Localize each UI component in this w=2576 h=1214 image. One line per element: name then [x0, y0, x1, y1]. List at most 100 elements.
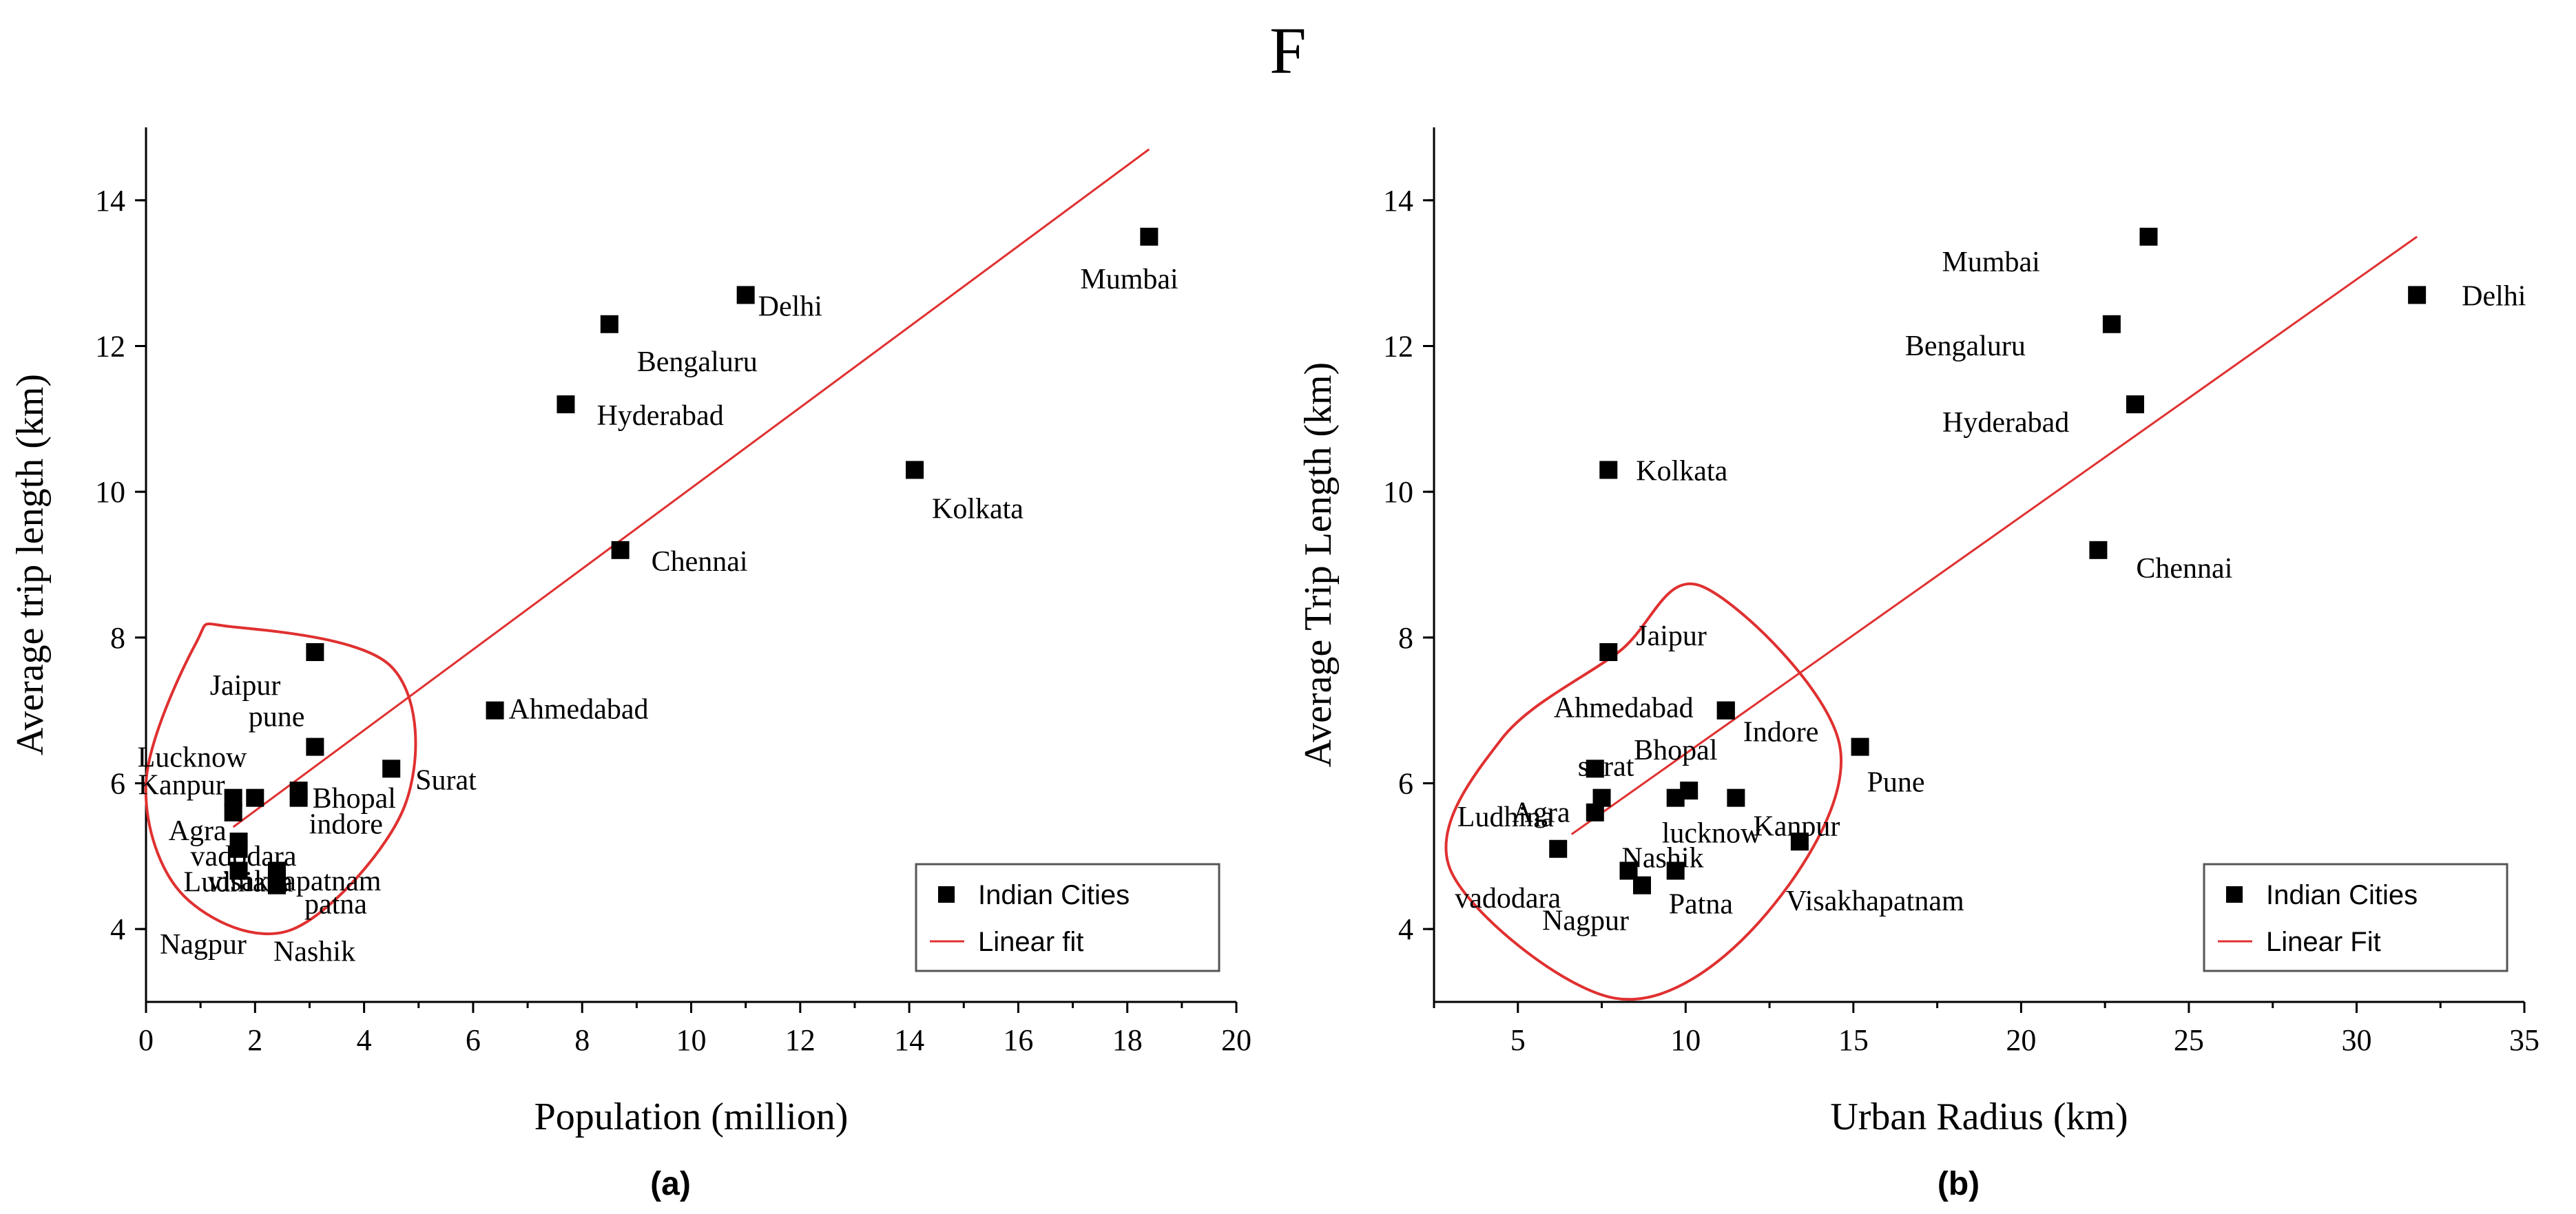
- x-tick-label: 10: [676, 1023, 707, 1057]
- data-point-hyderabad: [557, 395, 575, 414]
- data-point-surat: [1586, 760, 1604, 778]
- data-point-jaipur: [306, 643, 324, 661]
- data-point-agra: [224, 803, 242, 821]
- data-point-ludhiana: [229, 861, 248, 880]
- y-tick-label: 8: [1398, 621, 1413, 655]
- point-label-surat: Surat: [415, 764, 477, 796]
- point-label-mumbai: Mumbai: [1942, 247, 2039, 278]
- point-label-jaipur: Jaipur: [210, 670, 281, 702]
- data-point-bengaluru: [2102, 315, 2121, 333]
- legend-label-points: Indian Cities: [978, 880, 1130, 910]
- point-label-visakhapatnam: Visakhapatnam: [1786, 886, 1964, 917]
- y-tick-label: 14: [95, 184, 125, 218]
- point-label-pune: Pune: [1867, 767, 1925, 799]
- data-point-surat: [382, 760, 401, 778]
- linear-fit-line: [1570, 236, 2418, 835]
- data-point-vadodara: [1549, 839, 1568, 858]
- data-point-ludhina: [1586, 803, 1604, 821]
- x-tick-label: 2: [247, 1023, 262, 1057]
- y-tick-label: 10: [95, 475, 125, 509]
- point-label-bengaluru: Bengaluru: [637, 346, 758, 378]
- point-label-delhi: Delhi: [758, 291, 822, 322]
- legend-label-fit: Linear fit: [978, 927, 1083, 957]
- point-label-ahmedabad: Ahmedabad: [509, 694, 649, 726]
- data-point-chennai: [611, 541, 630, 559]
- point-label-bhopal: Bhopal: [313, 783, 396, 815]
- point-label-patna: patna: [304, 889, 367, 921]
- data-point-kolkata: [906, 461, 924, 479]
- x-tick-label: 20: [2006, 1023, 2036, 1057]
- data-point-kolkata: [1599, 461, 1618, 479]
- scatter-chart-urban-radius: 5 10 15 20 25 30 35 4 6 8 10 12 14 Urban Radius (km) A…: [1297, 127, 2539, 1202]
- legend-marker-square: [2226, 886, 2243, 903]
- legend-box: [2203, 863, 2509, 972]
- legend-marker-square: [938, 886, 955, 903]
- y-tick-label: 12: [95, 330, 125, 364]
- point-label-jaipur: Jaipur: [1636, 620, 1707, 652]
- data-point-jaipur: [1599, 643, 1618, 661]
- point-label-nashik: Nashik: [273, 936, 355, 968]
- point-label-bengaluru: Bengaluru: [1905, 331, 2026, 362]
- point-label-lucknow: Lucknow: [138, 742, 247, 774]
- point-label-pune: pune: [249, 702, 305, 733]
- data-point-nagpur: [267, 869, 286, 888]
- y-tick-label: 4: [1398, 912, 1413, 946]
- x-tick-label: 5: [1510, 1023, 1526, 1057]
- x-tick-label: 14: [894, 1023, 924, 1057]
- data-point-indore: [289, 788, 308, 807]
- data-point-delhi: [736, 286, 755, 304]
- y-tick-label: 8: [110, 621, 125, 655]
- point-label-hyderabad: Hyderabad: [596, 400, 723, 432]
- y-tick-label: 6: [110, 767, 125, 801]
- point-label-patna: Patna: [1669, 889, 1734, 921]
- subfigure-caption: (a): [650, 1166, 691, 1202]
- point-label-agra: Agra: [1513, 797, 1570, 829]
- legend: Indian Cities Linear Fit: [2203, 863, 2509, 972]
- data-point-hyderabad: [2126, 395, 2144, 414]
- cluster-highlight-ring: [1444, 582, 1842, 1001]
- data-point-lucknow: [1666, 788, 1685, 807]
- linear-fit-line: [232, 148, 1150, 828]
- point-label-kanpur: Kanpur: [138, 770, 225, 802]
- x-tick-label: 4: [357, 1023, 372, 1057]
- point-label-hyderabad: Hyderabad: [1942, 407, 2069, 439]
- x-tick-label: 6: [466, 1023, 481, 1057]
- data-point-mumbai: [2139, 227, 2158, 246]
- point-label-surat: surat: [1578, 751, 1634, 782]
- x-tick-label: 35: [2509, 1023, 2539, 1057]
- point-label-kolkata: Kolkata: [1636, 455, 1727, 487]
- data-point-visakhapatnam: [229, 839, 248, 858]
- data-point-delhi: [2408, 286, 2427, 304]
- point-label-nagpur: Nagpur: [1542, 906, 1629, 937]
- point-label-agra: Agra: [169, 815, 227, 847]
- y-tick-label: 14: [1383, 184, 1413, 218]
- point-label-bhopal: Bhopal: [1634, 735, 1717, 766]
- point-label-kolkata: Kolkata: [932, 493, 1024, 525]
- y-tick-label: 4: [110, 912, 125, 946]
- y-tick-label: 6: [1398, 767, 1413, 801]
- x-tick-label: 30: [2341, 1023, 2371, 1057]
- data-point-patna: [1666, 861, 1685, 880]
- x-tick-label: 16: [1003, 1023, 1033, 1057]
- data-point-mumbai: [1140, 227, 1159, 246]
- x-tick-label: 25: [2174, 1023, 2204, 1057]
- figure-letter: F: [1269, 14, 1307, 87]
- x-tick-label: 0: [138, 1023, 154, 1057]
- point-label-indore: Indore: [1743, 717, 1819, 749]
- subfigure-caption: (b): [1938, 1166, 1980, 1202]
- x-tick-label: 18: [1112, 1023, 1143, 1057]
- point-label-mumbai: Mumbai: [1080, 264, 1178, 295]
- point-label-chennai: Chennai: [652, 546, 748, 578]
- data-point-kanpur: [1727, 788, 1745, 807]
- data-point-pune: [306, 737, 324, 756]
- x-tick-label: 10: [1670, 1023, 1701, 1057]
- data-point-visakhapatnam: [1790, 833, 1809, 851]
- cluster-highlight-ring: [144, 622, 417, 936]
- legend: Indian Cities Linear fit: [915, 863, 1221, 972]
- data-point-bengaluru: [600, 315, 619, 333]
- data-point-ahmedabad: [486, 701, 504, 720]
- data-point-chennai: [2089, 541, 2108, 559]
- point-label-ahmedabad: Ahmedabad: [1554, 693, 1694, 724]
- y-tick-label: 10: [1383, 475, 1413, 509]
- point-label-lucknow: lucknow: [1662, 818, 1762, 850]
